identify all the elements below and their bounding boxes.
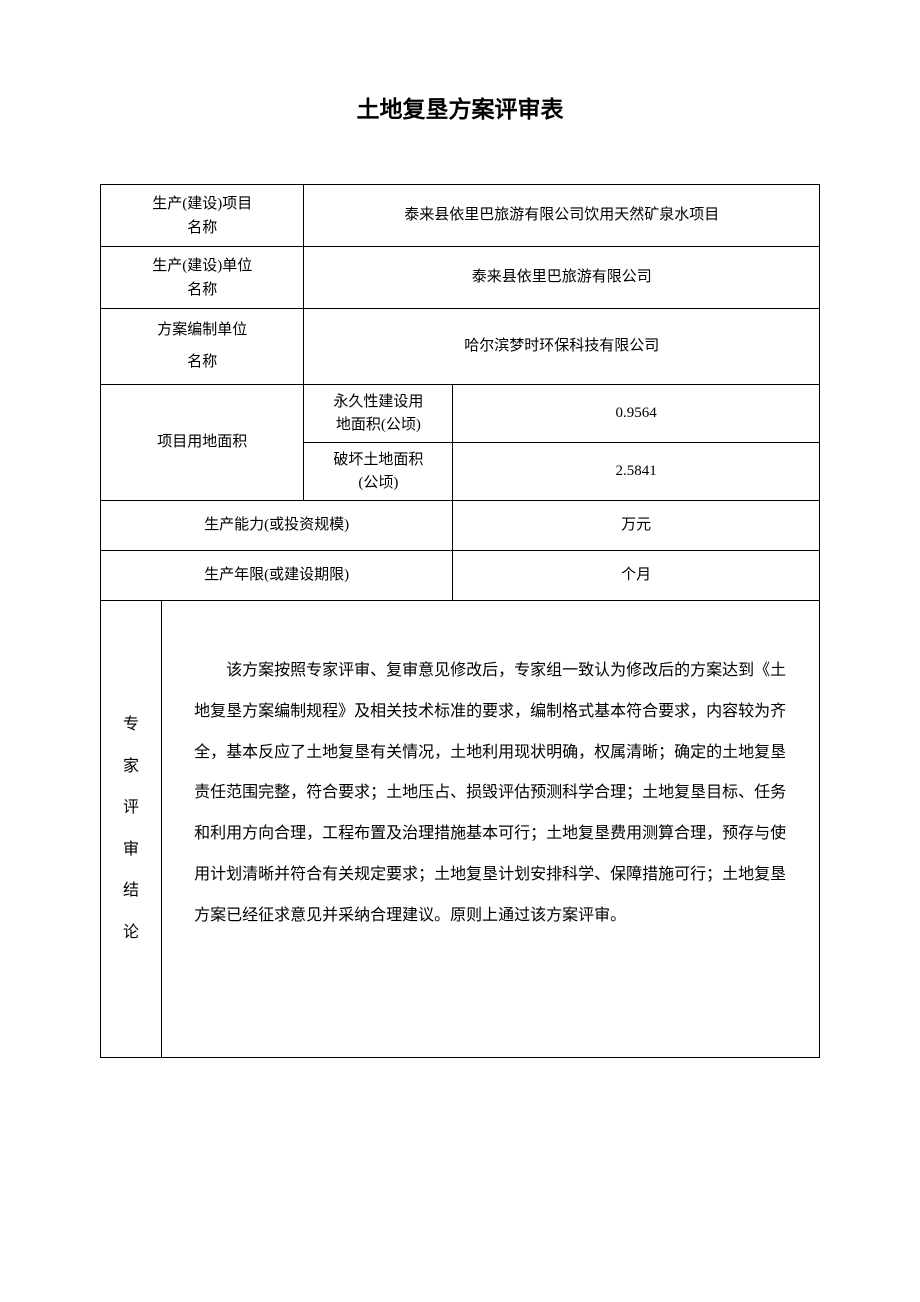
label-producer: 生产(建设)单位名称: [101, 247, 304, 309]
label-damaged-area: 破坏土地面积(公顷): [304, 443, 453, 501]
label-permanent-area: 永久性建设用地面积(公顷): [304, 385, 453, 443]
review-table: 生产(建设)项目名称 泰来县依里巴旅游有限公司饮用天然矿泉水项目 生产(建设)单…: [100, 184, 820, 1058]
value-period: 个月: [453, 551, 820, 601]
label-capacity: 生产能力(或投资规模): [101, 501, 453, 551]
value-permanent-area: 0.9564: [453, 385, 820, 443]
value-compiler: 哈尔滨梦时环保科技有限公司: [304, 309, 820, 385]
value-conclusion: 该方案按照专家评审、复审意见修改后，专家组一致认为修改后的方案达到《土地复垦方案…: [162, 601, 820, 1058]
label-period: 生产年限(或建设期限): [101, 551, 453, 601]
value-damaged-area: 2.5841: [453, 443, 820, 501]
value-project-name: 泰来县依里巴旅游有限公司饮用天然矿泉水项目: [304, 185, 820, 247]
label-land-area: 项目用地面积: [101, 385, 304, 501]
label-compiler: 方案编制单位名称: [101, 309, 304, 385]
label-project-name: 生产(建设)项目名称: [101, 185, 304, 247]
label-conclusion: 专家评审结论: [101, 601, 162, 1058]
conclusion-paragraph: 该方案按照专家评审、复审意见修改后，专家组一致认为修改后的方案达到《土地复垦方案…: [194, 651, 787, 937]
value-capacity: 万元: [453, 501, 820, 551]
value-producer: 泰来县依里巴旅游有限公司: [304, 247, 820, 309]
page-title: 土地复垦方案评审表: [100, 90, 820, 124]
